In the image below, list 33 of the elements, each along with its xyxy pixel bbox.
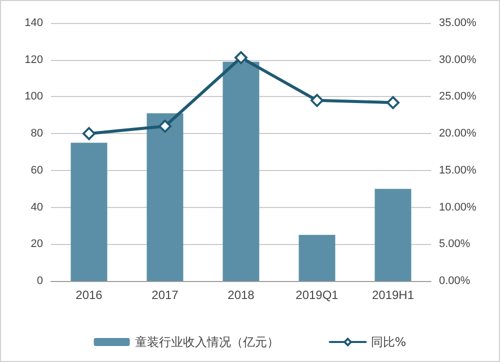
bar [70, 142, 108, 281]
point [82, 127, 96, 140]
y2-tick-label: 0.00% [439, 275, 470, 287]
x-tick-label: 2018 [228, 288, 255, 302]
x-tick-label: 2017 [152, 288, 179, 302]
y-tick-label: 100 [24, 90, 43, 103]
y-tick-label: 60 [30, 164, 43, 176]
x-tick-label: 2016 [76, 288, 103, 302]
y-tick-label: 120 [24, 54, 43, 66]
y2-tick-label: 30.00% [439, 54, 477, 66]
y2-tick-label: 35.00% [439, 17, 477, 29]
point [310, 94, 324, 107]
bar [146, 113, 184, 281]
bar [222, 62, 260, 281]
bar [374, 188, 412, 281]
point [386, 96, 400, 110]
y-tick-label: 0 [36, 275, 43, 287]
x-tick-label: 2019Q1 [296, 288, 339, 302]
legend-label: 童装行业收入情况（亿元） [134, 335, 279, 349]
y-tick-label: 140 [24, 17, 43, 29]
x-tick-label: 2019H1 [372, 288, 414, 302]
y-tick-label: 40 [30, 201, 43, 214]
y2-tick-label: 5.00% [439, 238, 470, 250]
y2-tick-label: 15.00% [439, 164, 477, 176]
bar [298, 234, 336, 281]
point [234, 51, 248, 64]
point [158, 120, 172, 133]
y2-tick-label: 10.00% [439, 201, 477, 214]
y-tick-label: 20 [30, 238, 43, 250]
y2-tick-label: 25.00% [439, 90, 477, 103]
y2-tick-label: 20.00% [439, 128, 477, 140]
y-tick-label: 80 [30, 128, 43, 140]
legend-label: 同比% [370, 335, 406, 349]
